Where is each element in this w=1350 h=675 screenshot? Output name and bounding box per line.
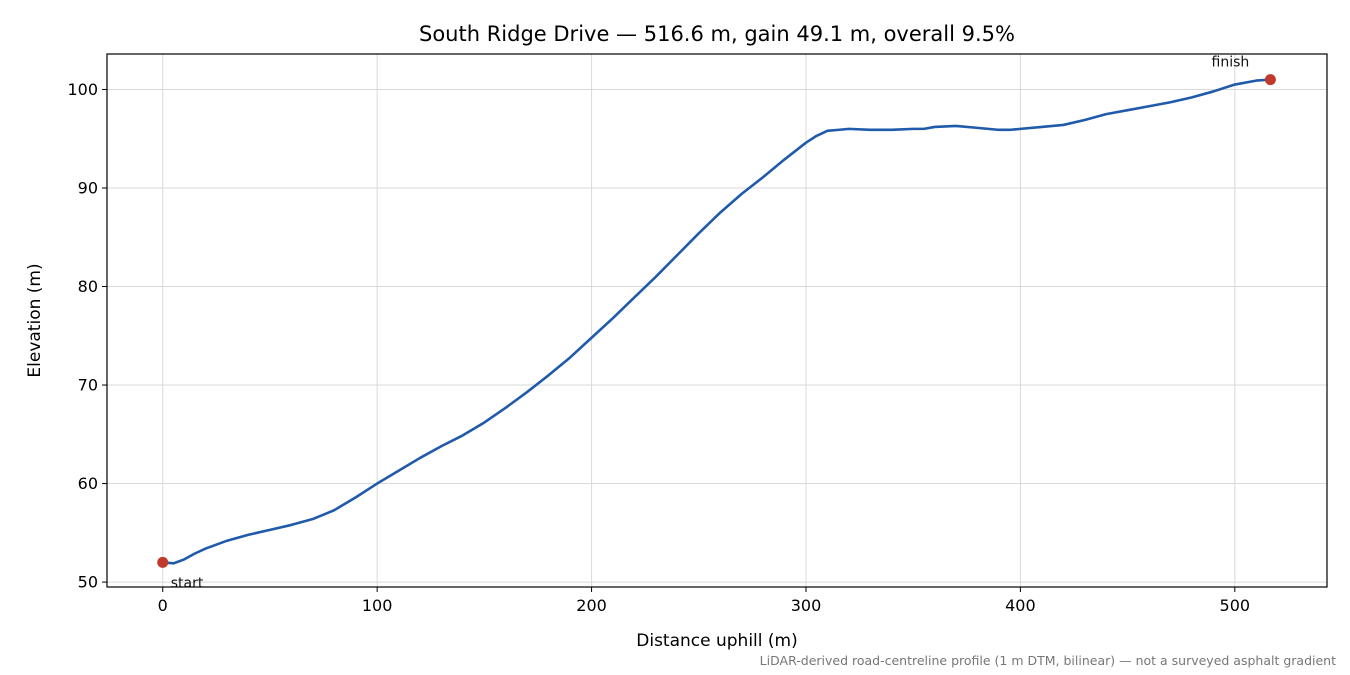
y-axis: 50 60 70 80 90 100 <box>67 80 107 592</box>
elevation-line <box>161 78 1272 565</box>
x-tick-label: 0 <box>158 596 168 615</box>
x-tick-label: 100 <box>362 596 393 615</box>
y-tick-label: 80 <box>78 277 98 296</box>
y-tick-label: 90 <box>78 178 98 197</box>
start-label: start <box>171 575 204 591</box>
finish-marker <box>1264 74 1276 86</box>
marker-layer: start finish <box>157 55 1276 591</box>
y-tick-label: 60 <box>78 474 98 493</box>
series-layer <box>161 78 1272 565</box>
footnote: LiDAR-derived road-centreline profile (1… <box>760 653 1336 668</box>
y-tick-label: 70 <box>78 376 98 395</box>
y-tick-label: 50 <box>78 573 98 592</box>
x-tick-label: 400 <box>1005 596 1036 615</box>
chart-title: South Ridge Drive — 516.6 m, gain 49.1 m… <box>419 22 1015 46</box>
x-tick-label: 300 <box>791 596 822 615</box>
x-axis-title: Distance uphill (m) <box>636 631 797 651</box>
finish-label: finish <box>1212 55 1250 71</box>
y-tick-label: 100 <box>67 80 98 99</box>
start-marker <box>157 556 169 568</box>
plot-area-frame <box>106 53 1328 588</box>
x-tick-label: 500 <box>1220 596 1251 615</box>
grid <box>107 54 1327 587</box>
x-axis: 0 100 200 300 400 500 <box>158 587 1250 615</box>
y-axis-title: Elevation (m) <box>25 263 45 377</box>
x-tick-label: 200 <box>576 596 607 615</box>
